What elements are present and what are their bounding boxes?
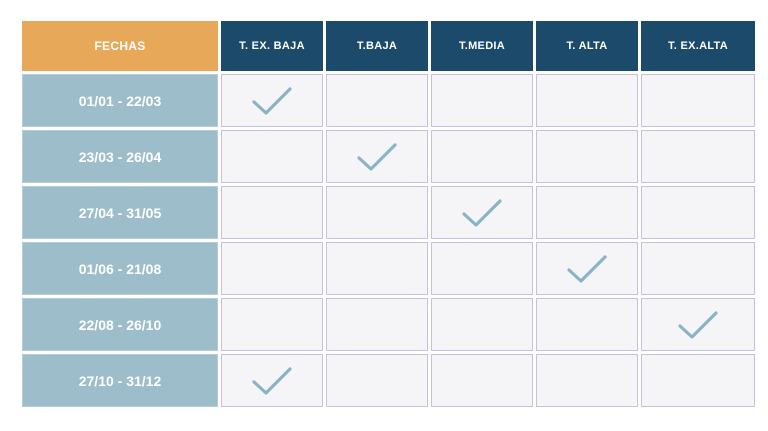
season-cell: [326, 242, 428, 295]
season-cell: [221, 186, 323, 239]
season-cell: [536, 354, 638, 407]
season-cell: [536, 74, 638, 127]
header-season-1: T. EX. BAJA: [221, 21, 323, 71]
season-cell: [326, 130, 428, 183]
season-cell: [431, 298, 533, 351]
date-range-cell: 22/08 - 26/10: [22, 298, 218, 351]
season-cell: [431, 242, 533, 295]
date-range-cell: 23/03 - 26/04: [22, 130, 218, 183]
header-season-3: T.MEDIA: [431, 21, 533, 71]
season-cell: [641, 298, 755, 351]
checkmark-icon: [678, 310, 718, 339]
season-cell: [641, 242, 755, 295]
date-range-cell: 01/06 - 21/08: [22, 242, 218, 295]
header-season-4: T. ALTA: [536, 21, 638, 71]
season-cell: [641, 186, 755, 239]
season-cell: [431, 354, 533, 407]
season-cell: [221, 298, 323, 351]
season-cell: [221, 242, 323, 295]
season-cell: [221, 130, 323, 183]
season-cell: [326, 354, 428, 407]
season-cell: [431, 186, 533, 239]
season-cell: [536, 130, 638, 183]
season-cell: [536, 298, 638, 351]
checkmark-icon: [252, 366, 292, 395]
date-range-cell: 27/04 - 31/05: [22, 186, 218, 239]
season-cell: [221, 74, 323, 127]
checkmark-icon: [462, 198, 502, 227]
season-table: FECHAS T. EX. BAJA T.BAJA T.MEDIA T. ALTA T. …: [22, 21, 755, 407]
season-cell: [641, 130, 755, 183]
header-season-2: T.BAJA: [326, 21, 428, 71]
season-cell: [221, 354, 323, 407]
season-cell: [641, 354, 755, 407]
season-cell: [536, 186, 638, 239]
date-range-cell: 27/10 - 31/12: [22, 354, 218, 407]
season-cell: [431, 74, 533, 127]
season-cell: [326, 298, 428, 351]
checkmark-icon: [567, 254, 607, 283]
checkmark-icon: [252, 86, 292, 115]
date-range-cell: 01/01 - 22/03: [22, 74, 218, 127]
season-cell: [326, 74, 428, 127]
season-cell: [641, 74, 755, 127]
season-cell: [326, 186, 428, 239]
checkmark-icon: [357, 142, 397, 171]
season-cell: [536, 242, 638, 295]
header-fechas: FECHAS: [22, 21, 218, 71]
season-cell: [431, 130, 533, 183]
header-season-5: T. EX.ALTA: [641, 21, 755, 71]
